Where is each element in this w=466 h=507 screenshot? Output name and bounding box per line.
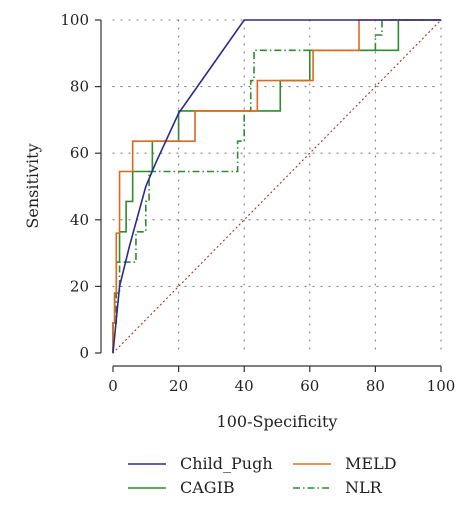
- x-tick-label: 60: [300, 377, 319, 395]
- y-tick-label: 0: [79, 344, 89, 362]
- series-line-meld: [112, 19, 441, 353]
- x-axis-title: 100-Specificity: [217, 412, 338, 431]
- x-tick-label: 20: [169, 377, 188, 395]
- x-tick-label: 80: [366, 377, 385, 395]
- series-line-child-pugh: [112, 19, 441, 354]
- legend-label-nlr: NLR: [345, 478, 383, 497]
- x-tick-label: 0: [108, 377, 118, 395]
- y-tick-label: 40: [70, 211, 89, 229]
- axes-layer: [95, 19, 442, 372]
- reference-diagonal-line: [112, 19, 442, 354]
- y-tick-label: 20: [70, 277, 89, 295]
- legend: Child_Pugh MELD CAGIB NLR: [128, 454, 397, 497]
- legend-label-cagib: CAGIB: [180, 478, 235, 497]
- x-tick-label: 40: [235, 377, 254, 395]
- legend-label-child-pugh: Child_Pugh: [180, 454, 273, 473]
- y-axis-title: Sensitivity: [23, 143, 42, 228]
- y-tick-label: 80: [70, 78, 89, 96]
- series-layer: [112, 19, 441, 354]
- reference-layer: [112, 19, 442, 354]
- series-line-nlr: [112, 19, 441, 353]
- x-tick-label: 100: [427, 377, 456, 395]
- y-tick-label: 100: [60, 11, 89, 29]
- legend-label-meld: MELD: [345, 454, 397, 473]
- ticks-layer: 0 20 40 60 80 100 0 20 40 60 80 100: [60, 11, 455, 395]
- y-tick-label: 60: [70, 144, 89, 162]
